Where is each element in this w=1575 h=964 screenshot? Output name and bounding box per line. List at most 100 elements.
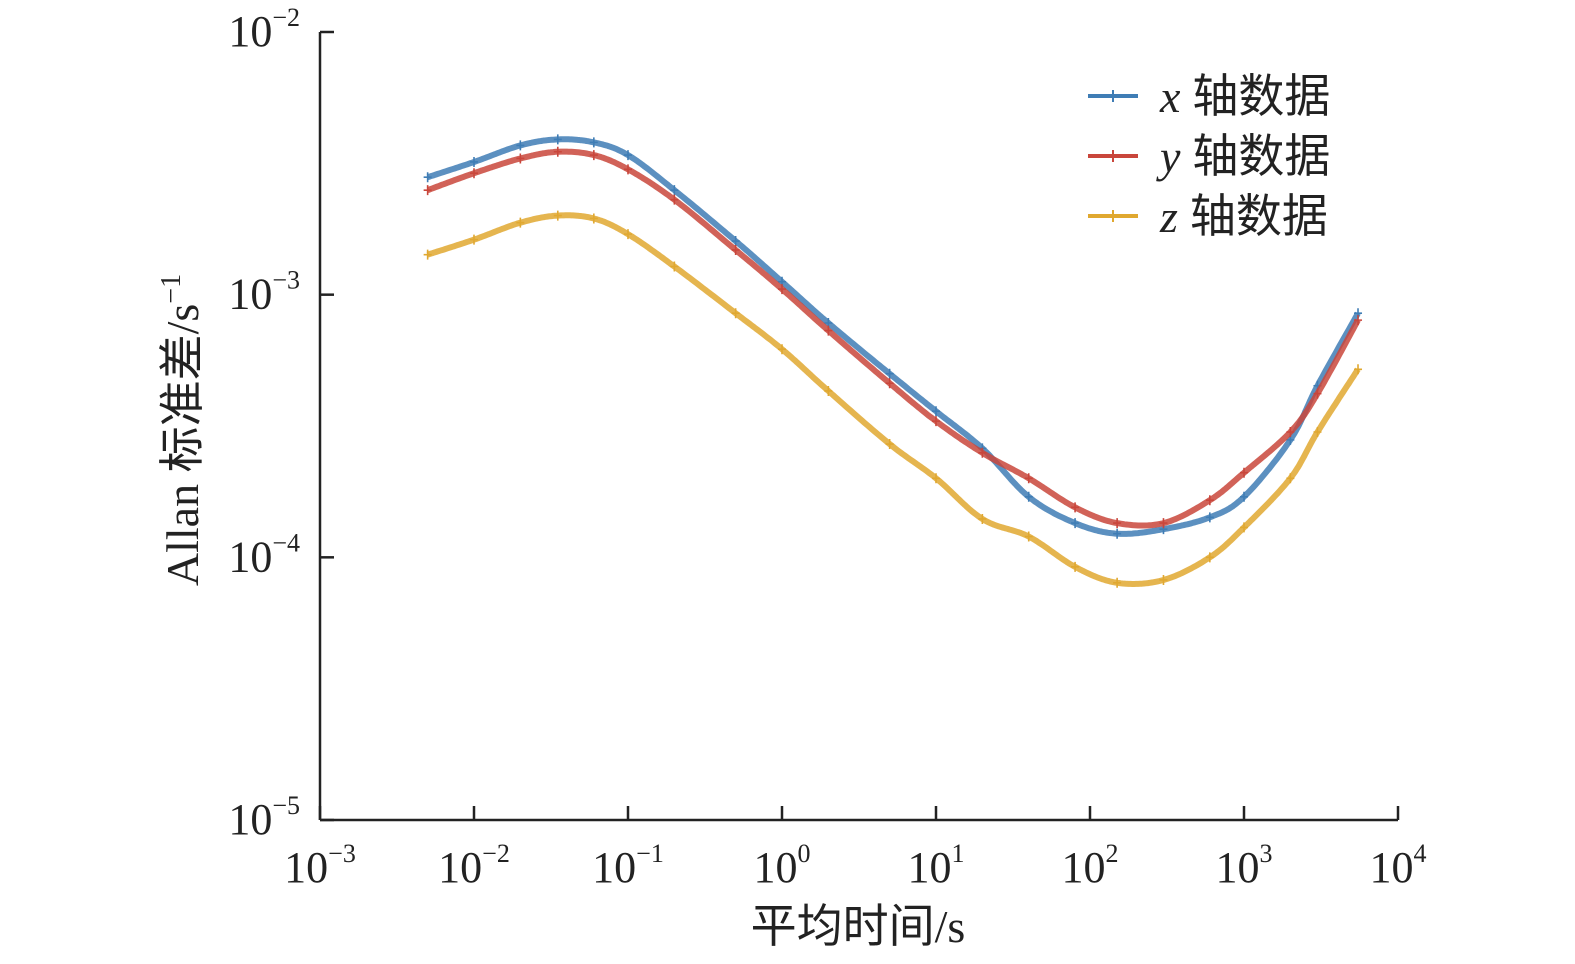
legend-var: x [1159,71,1181,122]
legend-label-x: x 轴数据 [1159,71,1330,122]
y-tick-label: 10−4 [228,528,300,581]
data-point-y [553,146,562,157]
data-point-z [1113,577,1122,588]
data-point-x [1024,491,1033,502]
data-point-x [885,368,894,379]
legend-var: z [1159,191,1178,242]
series-line-z [425,212,1361,587]
data-point-x [470,156,478,167]
data-point-y [1024,473,1033,484]
data-point-y [932,416,940,427]
x-tick-exp: 4 [1414,839,1427,868]
x-tick-base: 10 [1216,843,1260,892]
y-tick-exp: −5 [272,791,300,820]
data-point-z [1240,522,1248,533]
x-tick-base: 10 [284,843,328,892]
data-point-y [624,164,632,175]
data-point-y [1205,495,1214,506]
data-point-z [1286,473,1295,484]
data-point-z [1205,552,1214,563]
data-point-z [932,473,940,484]
data-point-z [885,439,894,450]
data-point-y [589,150,598,161]
data-point-y [1071,502,1080,513]
data-point-z [824,385,833,396]
data-point-z [624,229,632,240]
data-point-y [516,153,525,164]
data-point-z [516,217,525,228]
data-point-z [589,213,598,224]
x-tick-label: 103 [1216,839,1273,892]
data-point-y [470,168,478,179]
x-tick-exp: 3 [1260,839,1273,868]
data-point-y [1354,315,1363,326]
legend-label-y: y 轴数据 [1156,131,1330,182]
y-tick-exp: −2 [272,3,300,32]
y-tick-exp: −3 [272,266,300,295]
data-point-x [624,150,632,161]
data-point-y [423,185,432,196]
legend-suffix: 轴数据 [1190,191,1328,242]
series-layer [423,134,1363,588]
data-point-z [470,234,478,245]
data-point-x [670,185,679,196]
x-tick-label: 100 [754,839,811,892]
y-axis-title-exp: −1 [156,274,187,304]
data-point-x [932,406,940,417]
data-point-y [1313,388,1322,399]
data-point-x [516,140,525,151]
y-tick-base: 10 [228,532,272,581]
data-point-z [1159,574,1168,585]
x-tick-base: 10 [438,843,482,892]
x-tick-exp: −3 [328,839,356,868]
series-line-x [425,136,1361,537]
data-point-z [1313,427,1322,438]
data-point-x [553,134,562,145]
y-axis-title-base: Allan 标准差/s [157,304,208,586]
data-point-x [423,172,432,183]
data-point-x [1113,528,1122,539]
data-point-y [670,194,679,205]
data-point-z [731,308,740,319]
data-point-z [670,261,679,272]
data-point-y [824,325,833,336]
legend-item-z: z 轴数据 [1088,191,1328,242]
x-tick-exp: 1 [952,839,965,868]
y-tick-base: 10 [228,7,272,56]
y-tick-label: 10−5 [228,791,300,844]
x-tick-base: 10 [908,843,952,892]
x-tick-exp: −2 [482,839,510,868]
legend-marker-x [1109,90,1117,102]
data-point-y [778,284,786,295]
x-tick-label: 101 [908,839,965,892]
x-axis-title: 平均时间/s [751,901,966,952]
data-point-z [1024,531,1033,542]
x-tick-label: 104 [1370,839,1427,892]
y-ticks: 10−510−410−310−2 [228,3,334,844]
y-tick-base: 10 [228,270,272,319]
data-point-y [1240,467,1248,478]
data-point-y [1286,427,1295,438]
data-point-y [731,244,740,255]
x-tick-exp: −1 [636,839,664,868]
y-axis-title: Allan 标准差/s−1 [156,274,208,586]
data-point-z [1071,561,1080,572]
x-tick-label: 10−1 [592,839,664,892]
x-tick-exp: 2 [1106,839,1119,868]
legend-marker-z [1109,210,1117,222]
data-point-z [978,513,987,524]
data-point-x [731,236,740,247]
legend-suffix: 轴数据 [1192,131,1330,182]
data-point-x [589,137,598,148]
x-ticks: 10−3 10−2 10−1 100 101 102 103 104 [284,806,1427,892]
x-tick-exp: 0 [798,839,811,868]
data-point-z [423,249,432,260]
data-point-y [885,378,894,389]
data-point-y [978,447,987,458]
y-tick-label: 10−3 [228,266,300,319]
data-point-y [1159,518,1168,529]
x-tick-base: 10 [1062,843,1106,892]
data-point-x [1205,512,1214,523]
